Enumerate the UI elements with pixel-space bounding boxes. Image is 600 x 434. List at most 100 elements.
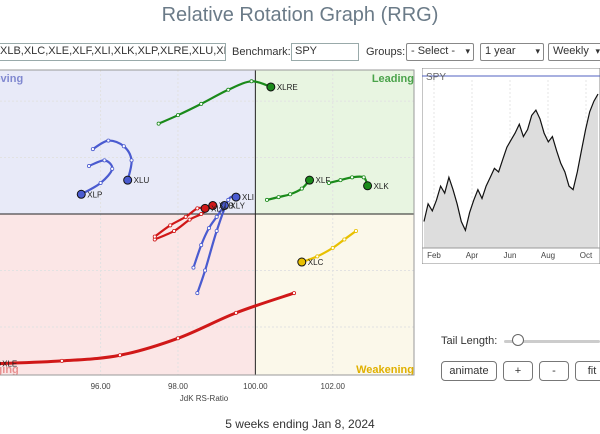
spy-month-label: Apr [466, 251, 479, 260]
tail-point-xli [203, 268, 208, 273]
head-point-xlb[interactable] [208, 201, 218, 211]
tail-point-xle [175, 336, 180, 341]
spy-line [423, 93, 599, 233]
tail-length-slider-handle[interactable] [512, 334, 525, 346]
benchmark-input[interactable]: SPY [291, 43, 359, 61]
tail-point-xlu [106, 138, 111, 143]
head-point-xlre[interactable] [266, 82, 276, 92]
series-xlk[interactable]: XLK [326, 175, 390, 191]
animate-button[interactable]: animate [441, 361, 497, 381]
quadrant-label-weakening: Weakening [356, 364, 414, 376]
series-label-xlb: XLB [219, 202, 234, 211]
rrg-chart[interactable]: Improving Leading Lagging Weakening XLRE… [0, 68, 418, 408]
benchmark-label: Benchmark: [232, 46, 291, 58]
grid [0, 69, 415, 376]
spy-month-label: Feb [427, 251, 441, 260]
tail-point-xli [195, 291, 200, 296]
head-point-xlv[interactable] [200, 203, 210, 213]
quadrant-leading [255, 70, 414, 215]
series-label-xlv: XLV [211, 204, 226, 213]
zoom-out-button[interactable]: - [539, 361, 569, 381]
series-xle[interactable]: XLE [0, 291, 297, 369]
x-tick-label: 102.00 [321, 382, 346, 391]
tail-line-xle [0, 291, 296, 366]
interval-select-value: Weekly [553, 45, 589, 57]
footer-period: 5 weeks ending Jan 8, 2024 [225, 417, 375, 431]
head-point-xlc[interactable] [297, 257, 307, 267]
fit-button[interactable]: fit [575, 361, 600, 381]
series-label-xlu: XLU [134, 176, 150, 185]
tail-point-xle [117, 353, 122, 358]
head-point-xlp[interactable] [76, 189, 86, 199]
tail-point-xle [292, 291, 297, 296]
x-axis-ticks: 96.00 98.00 100.00 102.00 [91, 382, 346, 391]
series-xlf[interactable]: XLF [264, 175, 331, 202]
series-xli[interactable]: XLI [195, 192, 254, 296]
series-xlp[interactable]: XLP [76, 158, 115, 199]
tail-point-xlre [199, 101, 204, 106]
tail-point-xly [199, 243, 204, 248]
tail-point-xle [59, 358, 64, 363]
series-xlu[interactable]: XLU [90, 138, 150, 185]
head-point-xlk[interactable] [363, 181, 373, 191]
tail-point-xlb [187, 217, 192, 222]
symbols-input[interactable]: XLB,XLC,XLE,XLF,XLI,XLK,XLP,XLRE,XLU,XLV… [0, 43, 226, 61]
series-label-xlc: XLC [308, 258, 324, 267]
tail-point-xlv [168, 223, 173, 228]
tail-point-xly [206, 226, 211, 231]
period-select[interactable]: 1 year ▾ [480, 43, 544, 61]
tail-point-xlre [249, 79, 254, 84]
tail-length-label: Tail Length: [441, 335, 498, 347]
tail-point-xlf [264, 197, 269, 202]
toolbar: XLB,XLC,XLE,XLF,XLI,XLK,XLP,XLRE,XLU,XLV… [0, 42, 600, 64]
tail-point-xlc [342, 237, 347, 242]
quadrant-label-leading: Leading [372, 73, 414, 85]
tail-point-xlp [102, 158, 107, 163]
chevron-down-icon: ▾ [465, 46, 470, 56]
zoom-in-button[interactable]: + [503, 361, 533, 381]
series-xlv[interactable]: XLV [152, 203, 226, 239]
tail-point-xlf [288, 192, 293, 197]
series-label-xlp: XLP [87, 190, 102, 199]
series-label-xle: XLE [2, 360, 17, 369]
quadrant-label-lagging: Lagging [0, 364, 19, 376]
series-xlc[interactable]: XLC [297, 228, 358, 267]
tail-point-xli [214, 228, 219, 233]
head-point-xly[interactable] [219, 201, 229, 211]
tail-point-xlv [152, 234, 157, 239]
series-xly[interactable]: XLY [191, 201, 246, 270]
period-select-value: 1 year [485, 45, 516, 57]
tail-point-xlc [315, 254, 320, 259]
spy-month-label: Aug [541, 251, 555, 260]
tail-point-xlre [156, 121, 161, 126]
interval-select[interactable]: Weekly ▾ [548, 43, 600, 61]
chevron-down-icon: ▾ [535, 46, 540, 56]
tail-point-xlk [338, 178, 343, 183]
plot-frame [0, 69, 415, 376]
groups-select[interactable]: - Select - ▾ [406, 43, 474, 61]
tail-point-xlc [330, 245, 335, 250]
groups-label: Groups: [366, 46, 406, 58]
tail-point-xli [226, 197, 231, 202]
tail-point-xlk [350, 175, 355, 180]
tail-point-xlre [175, 113, 180, 118]
series-xlre[interactable]: XLRE [156, 79, 298, 126]
spy-area [424, 94, 598, 248]
page-title: Relative Rotation Graph (RRG) [161, 4, 439, 26]
head-point-xli[interactable] [231, 192, 241, 202]
tail-point-xlf [299, 186, 304, 191]
head-point-xlf[interactable] [305, 175, 315, 185]
tail-point-xlu [121, 144, 126, 149]
tail-point-xlp [86, 164, 91, 169]
quadrant-lagging [0, 214, 256, 375]
tail-point-xlf [276, 195, 281, 200]
series-label-xly: XLY [230, 202, 245, 211]
series-label-xlf: XLF [316, 176, 331, 185]
tail-point-xlp [110, 166, 115, 171]
tail-point-xlc [353, 228, 358, 233]
tail-length-slider[interactable] [504, 340, 600, 343]
chevron-down-icon: ▾ [595, 46, 600, 56]
series-label-xlk: XLK [374, 182, 390, 191]
head-point-xlu[interactable] [123, 175, 133, 185]
